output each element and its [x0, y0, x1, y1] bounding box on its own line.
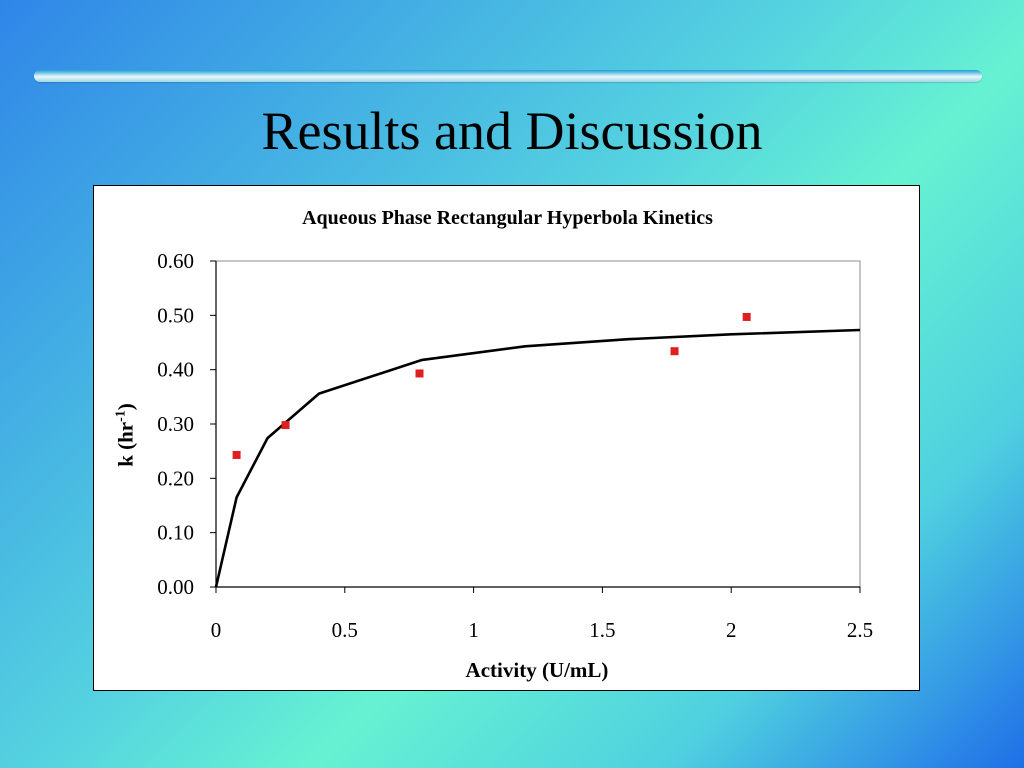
- x-tick-label: 1: [468, 618, 479, 642]
- chart-title: Aqueous Phase Rectangular Hyperbola Kine…: [302, 207, 713, 229]
- title-divider-bar: [34, 70, 982, 82]
- x-tick-label: 1.5: [589, 618, 615, 642]
- data-point: [232, 450, 241, 459]
- chart-container: Aqueous Phase Rectangular Hyperbola Kine…: [93, 185, 920, 691]
- data-point: [742, 312, 751, 321]
- x-tick-label: 0.5: [332, 618, 358, 642]
- data-point: [415, 369, 424, 378]
- data-point: [670, 347, 679, 356]
- y-tick-label: 0.20: [157, 466, 194, 490]
- chart-plot: 0.00 0.10 0.20 0.30 0.40 0.50 0.60 0 0.5 1 1.5 2 2.5: [157, 249, 873, 642]
- data-point: [281, 421, 290, 430]
- y-tick-label: 0.30: [157, 412, 194, 436]
- x-tick-label: 0: [211, 618, 222, 642]
- y-tick-label: 0.40: [157, 358, 194, 382]
- y-tick-label: 0.50: [157, 303, 194, 327]
- y-tick-label: 0.10: [157, 521, 194, 545]
- y-tick-label: 0.60: [157, 249, 194, 273]
- plot-frame: [215, 260, 861, 588]
- x-tick-label: 2: [726, 618, 737, 642]
- x-tick-label: 2.5: [847, 618, 873, 642]
- y-tick-label: 0.00: [157, 575, 194, 599]
- fit-curve-line: [214, 328, 861, 588]
- x-axis-label: Activity (U/mL): [465, 658, 609, 682]
- y-axis-label: k (hr-1): [113, 403, 138, 467]
- slide-title: Results and Discussion: [261, 101, 763, 161]
